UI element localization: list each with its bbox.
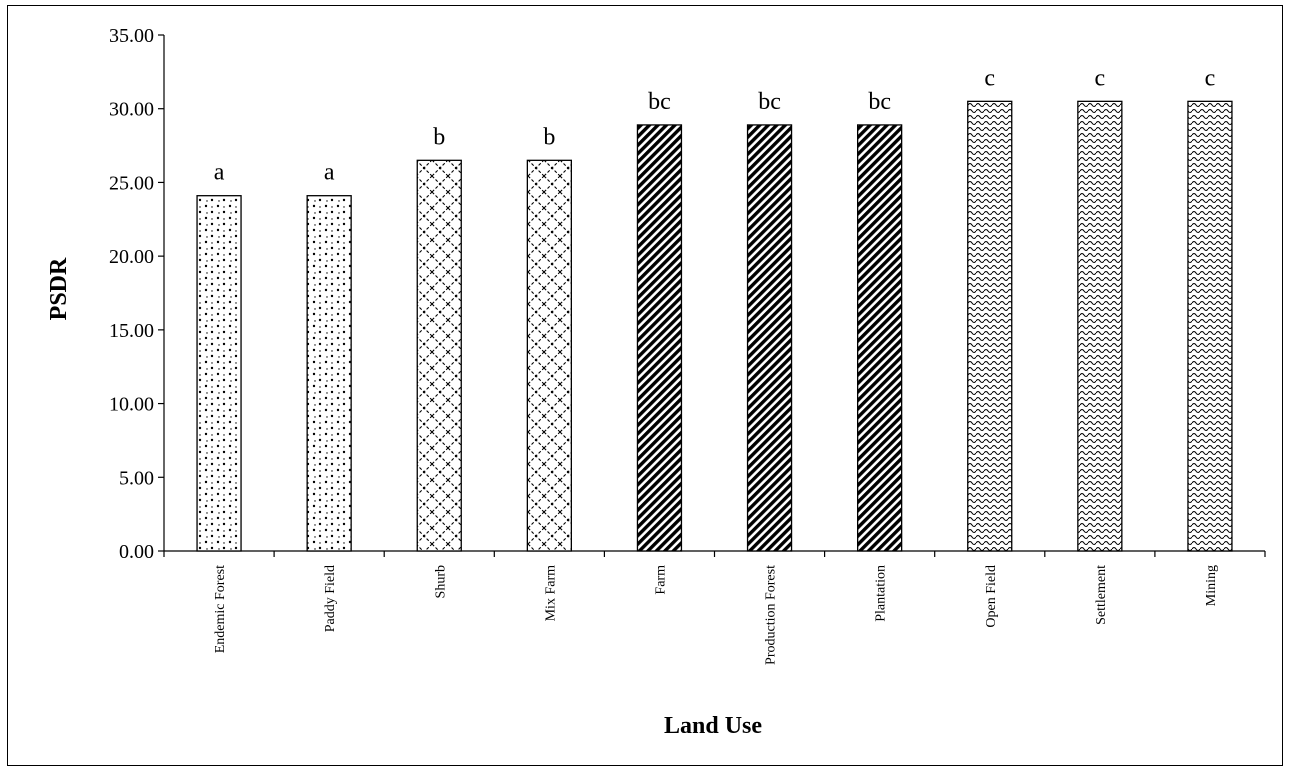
- significance-label: c: [1205, 65, 1216, 91]
- y-axis-title: PSDR: [46, 257, 72, 320]
- significance-label: a: [324, 160, 335, 186]
- x-tick-label: Plantation: [874, 565, 889, 622]
- significance-label: bc: [868, 89, 891, 115]
- bar-farm: [636, 124, 683, 552]
- y-tick-label: 25.00: [109, 172, 154, 194]
- y-tick-label: 15.00: [109, 320, 154, 342]
- bar-mining: [1187, 100, 1233, 552]
- y-tick-label: 10.00: [109, 394, 154, 416]
- x-tick-label: Mining: [1204, 565, 1219, 606]
- x-tick-label: Farm: [653, 565, 668, 595]
- y-tick-label: 0.00: [119, 541, 154, 563]
- x-axis-title: Land Use: [664, 713, 762, 739]
- significance-label: bc: [648, 89, 671, 115]
- x-tick-label: Paddy Field: [323, 565, 338, 632]
- x-tick-label: Open Field: [984, 565, 999, 628]
- bar-production-forest: [746, 124, 793, 552]
- x-tick-label: Endemic Forest: [213, 565, 228, 653]
- y-tick-label: 5.00: [119, 467, 154, 489]
- y-tick-label: 20.00: [109, 246, 154, 268]
- bar-open-field: [967, 100, 1013, 552]
- significance-label: c: [1095, 65, 1106, 91]
- bar-settlement: [1077, 100, 1123, 552]
- x-tick-label: Mix Farm: [543, 565, 558, 622]
- bar-paddy-field: [306, 195, 352, 552]
- significance-label: b: [543, 124, 555, 150]
- x-tick-label: Shurb: [433, 565, 448, 598]
- bar-mix-farm: [526, 159, 572, 552]
- y-tick-label: 30.00: [109, 99, 154, 121]
- significance-label: bc: [758, 89, 781, 115]
- significance-label: a: [214, 160, 225, 186]
- significance-label: b: [433, 124, 445, 150]
- bar-shurb: [416, 159, 462, 552]
- labels: 0.00 5.00 10.00 15.00 20.00 25.00 30.00 35.00 a E…: [109, 25, 1219, 665]
- bar-endemic-forest: [196, 195, 242, 552]
- bars: [196, 100, 1233, 552]
- x-tick-label: Settlement: [1094, 565, 1109, 625]
- y-tick-label: 35.00: [109, 25, 154, 47]
- x-tick-label: Production Forest: [764, 565, 779, 665]
- bar-plantation: [857, 124, 903, 552]
- significance-label: c: [984, 65, 995, 91]
